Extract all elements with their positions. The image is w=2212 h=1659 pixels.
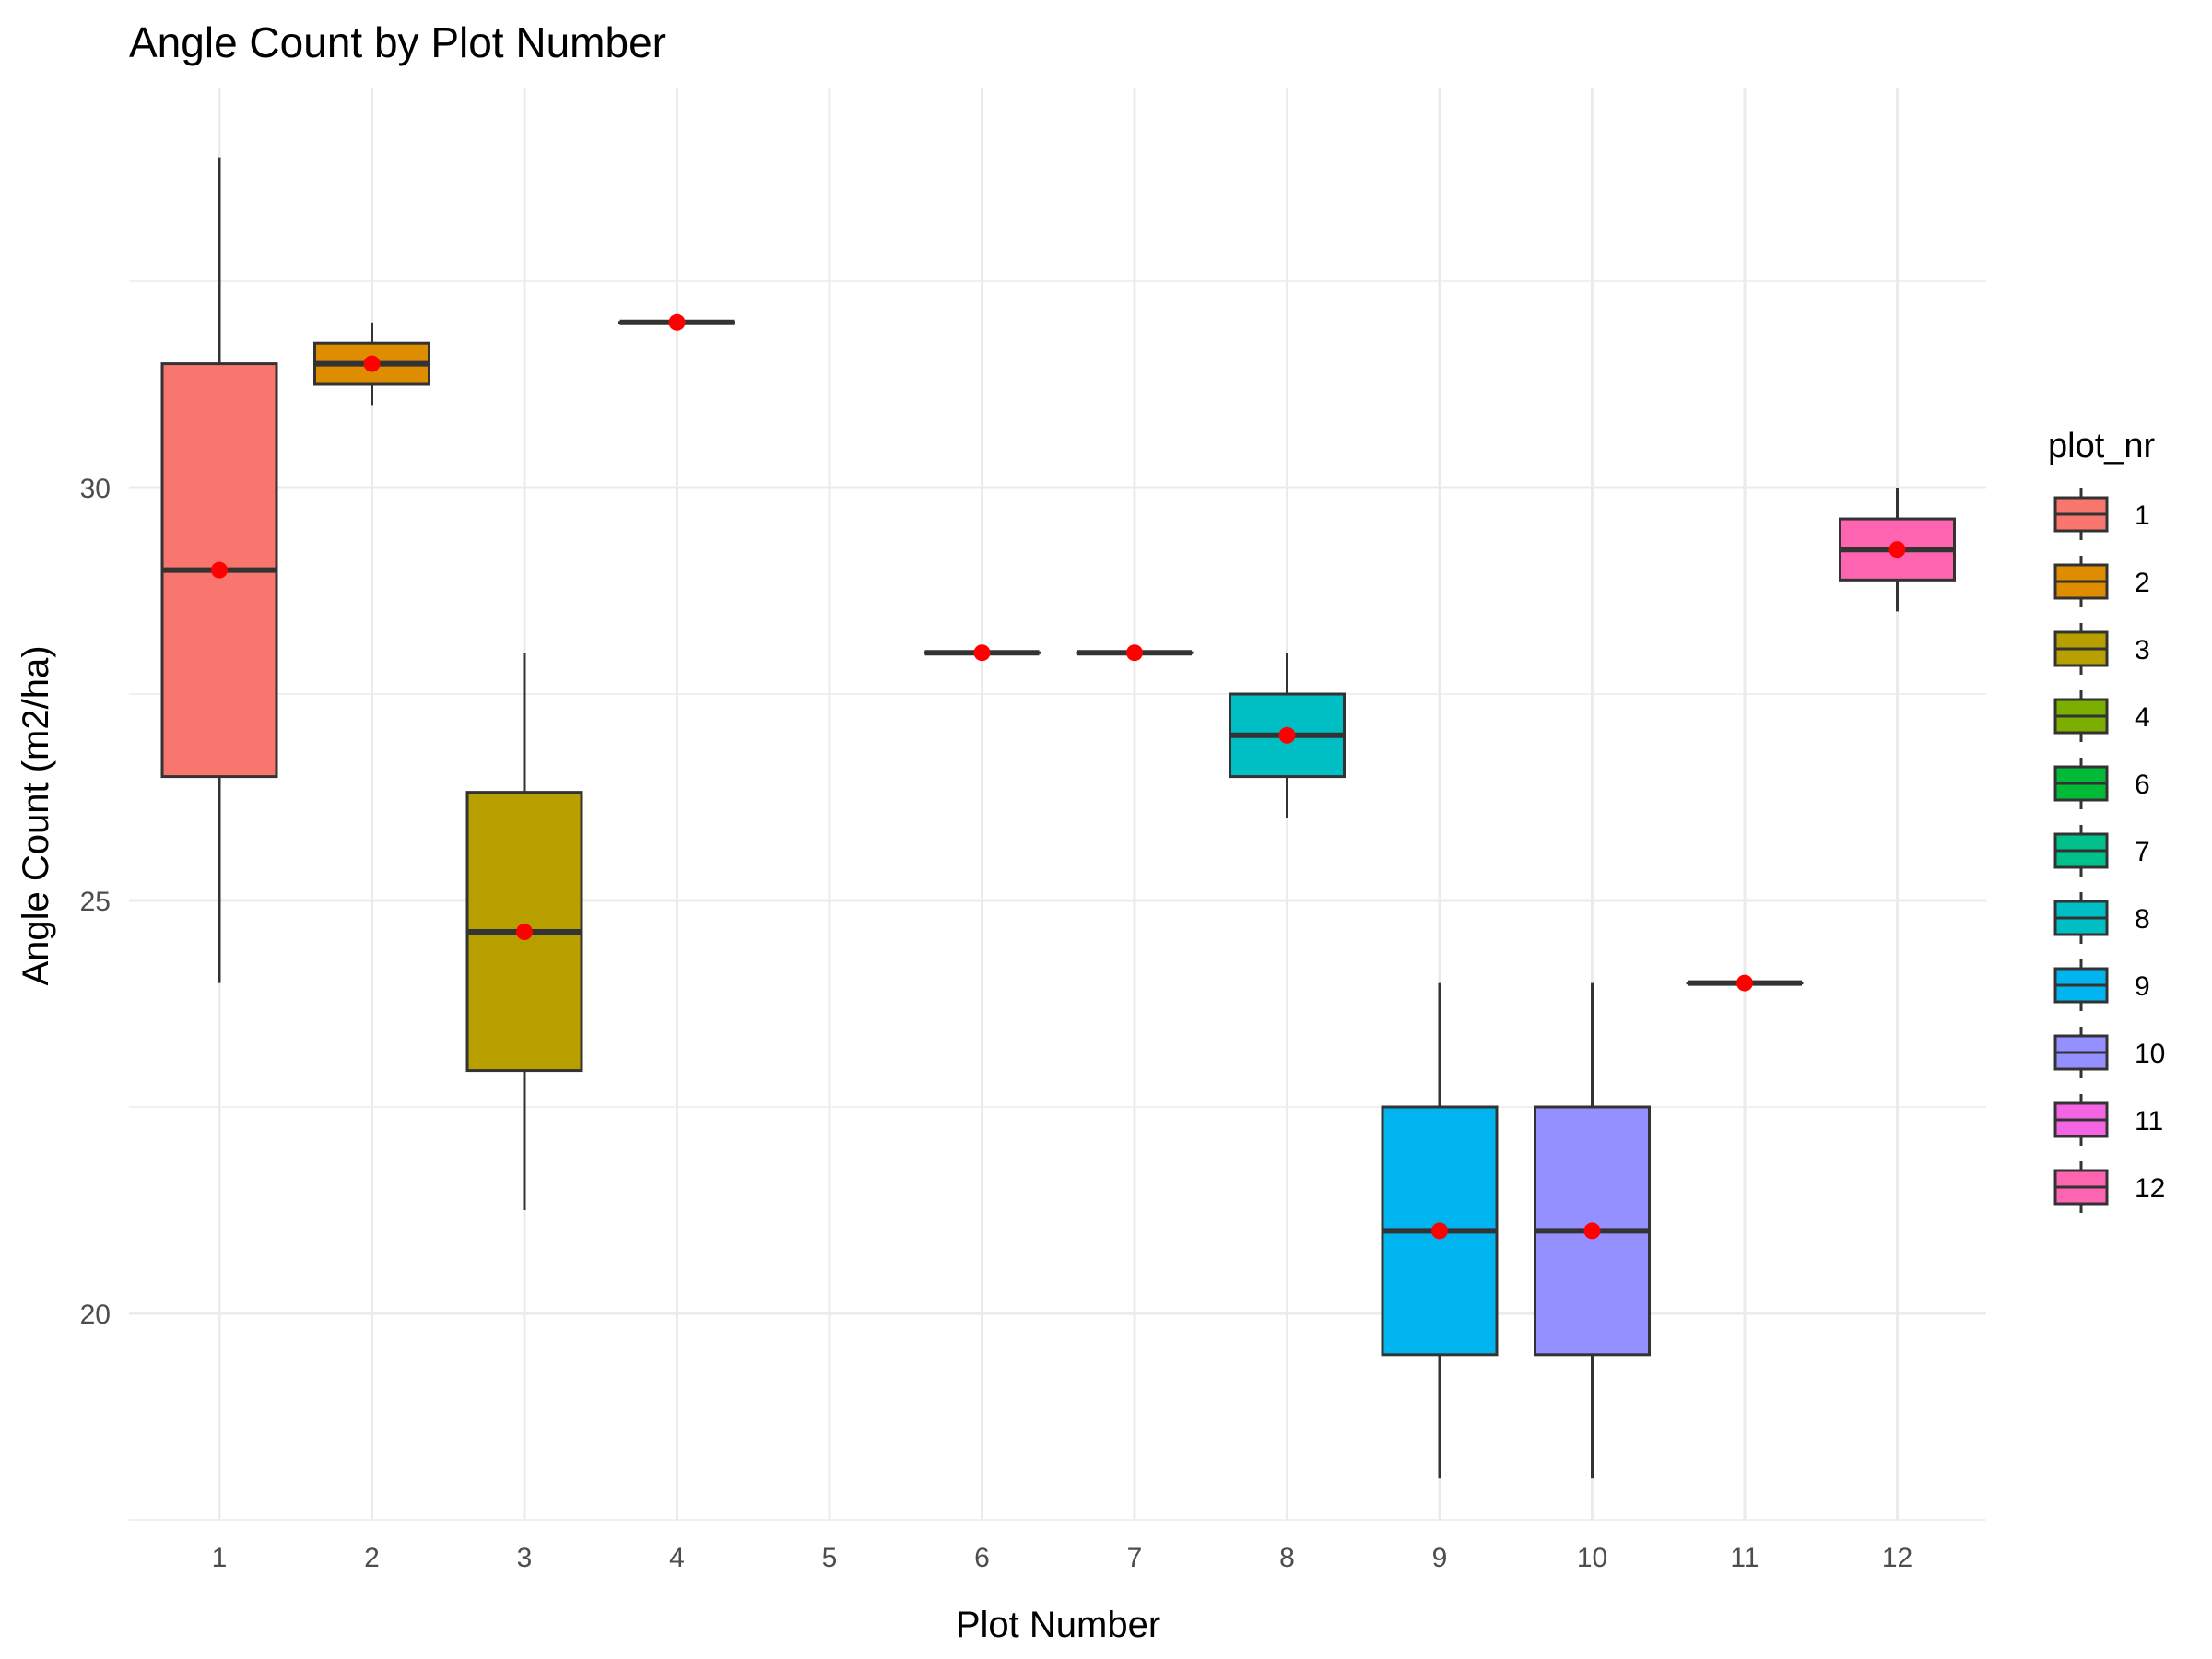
x-tick-label: 2: [364, 1543, 380, 1573]
x-tick-label: 6: [974, 1543, 990, 1573]
y-tick-label: 25: [80, 887, 111, 917]
x-tick-label: 5: [822, 1543, 838, 1573]
box-12: [1839, 488, 1956, 612]
x-tick-label: 11: [1730, 1543, 1759, 1573]
legend-label: 12: [2135, 1173, 2165, 1204]
x-tick-label: 7: [1127, 1543, 1143, 1573]
mean-point: [973, 644, 991, 662]
x-tick-label: 9: [1432, 1543, 1448, 1573]
mean-point: [363, 355, 381, 372]
box-3: [465, 653, 583, 1210]
legend-label: 4: [2135, 702, 2150, 733]
legend-item-3: 3: [2053, 623, 2150, 675]
x-tick-label: 3: [517, 1543, 533, 1573]
legend-item-12: 12: [2053, 1161, 2165, 1213]
box-1: [160, 157, 278, 983]
chart-title: Angle Count by Plot Number: [129, 18, 666, 66]
legend-title: plot_nr: [2048, 427, 2156, 465]
box-4: [618, 313, 735, 331]
y-tick-label: 30: [80, 474, 111, 504]
legend-item-1: 1: [2053, 488, 2150, 540]
legend-item-9: 9: [2053, 959, 2150, 1011]
box-7: [1076, 644, 1194, 662]
legend-item-11: 11: [2053, 1094, 2163, 1146]
mean-point: [1583, 1222, 1601, 1240]
legend-label: 8: [2135, 904, 2150, 935]
x-tick-label: 4: [669, 1543, 685, 1573]
mean-point: [1736, 974, 1753, 992]
legend-item-8: 8: [2053, 892, 2150, 944]
mean-point: [1888, 541, 1906, 559]
mean-point: [668, 313, 686, 331]
legend-item-7: 7: [2053, 825, 2150, 877]
legend-item-10: 10: [2053, 1027, 2165, 1078]
legend-label: 10: [2135, 1039, 2165, 1069]
y-tick-label: 20: [80, 1300, 111, 1330]
x-tick-label: 10: [1577, 1543, 1607, 1573]
mean-point: [516, 924, 533, 941]
y-axis-title: Angle Count (m2/ha): [16, 645, 56, 985]
mean-point: [1431, 1222, 1448, 1240]
legend-label: 1: [2135, 500, 2150, 531]
box-11: [1686, 974, 1804, 992]
legend-label: 9: [2135, 971, 2150, 1002]
legend-item-6: 6: [2053, 758, 2150, 809]
legend-label: 2: [2135, 568, 2150, 598]
x-axis-title: Plot Number: [956, 1605, 1160, 1645]
legend-label: 3: [2135, 635, 2150, 665]
legend-item-4: 4: [2053, 690, 2150, 742]
legend-label: 11: [2135, 1106, 2163, 1136]
box-2: [313, 322, 430, 406]
box-series: [160, 157, 1956, 1479]
box-10: [1534, 982, 1651, 1479]
mean-point: [1278, 726, 1296, 744]
legend-item-2: 2: [2053, 556, 2150, 607]
mean-point: [1126, 644, 1143, 662]
mean-point: [211, 561, 228, 579]
x-tick-label: 8: [1279, 1543, 1295, 1573]
legend-label: 6: [2135, 770, 2150, 800]
box-9: [1381, 982, 1499, 1479]
box-8: [1229, 653, 1346, 818]
x-tick-label: 1: [212, 1543, 228, 1573]
x-tick-label: 12: [1882, 1543, 1912, 1573]
legend-label: 7: [2135, 837, 2150, 867]
box-6: [924, 644, 1041, 662]
